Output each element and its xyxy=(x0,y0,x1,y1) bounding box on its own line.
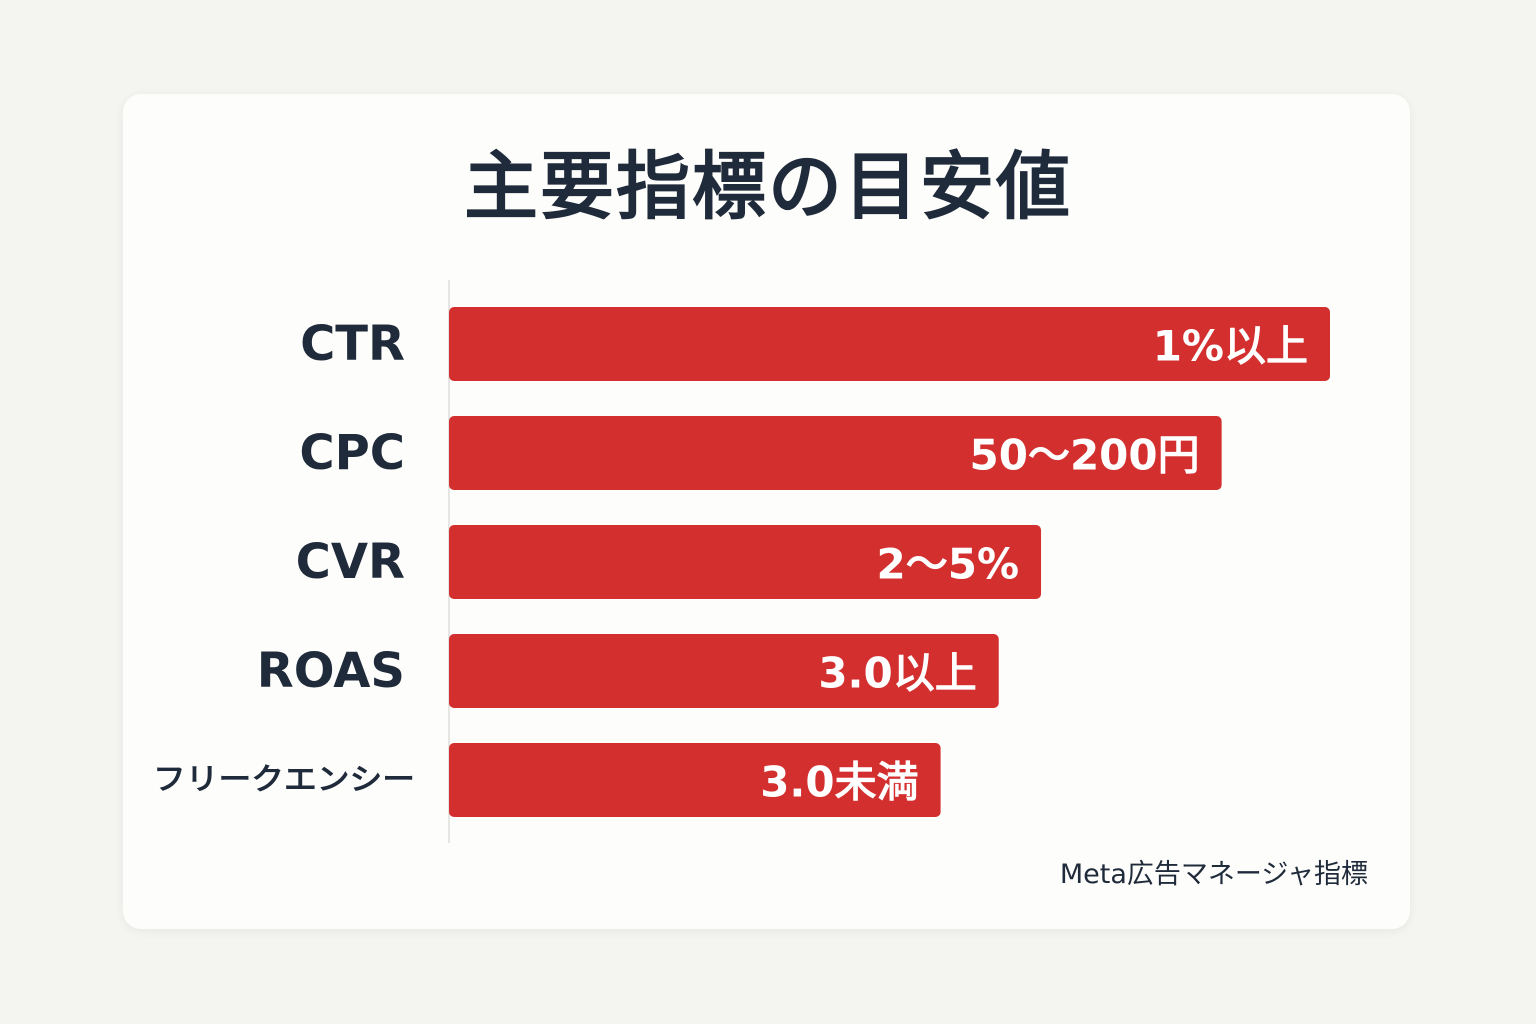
value-label-2: 2～5% xyxy=(877,540,1020,589)
bar-4 xyxy=(449,743,941,817)
category-label-3: ROAS xyxy=(257,643,405,699)
bar-1 xyxy=(449,416,1222,490)
value-label-1: 50～200円 xyxy=(970,431,1200,480)
value-label-0: 1%以上 xyxy=(1153,322,1308,371)
category-label-0: CTR xyxy=(300,316,405,372)
chart-title: 主要指標の目安値 xyxy=(464,144,1072,230)
source-note: Meta広告マネージャ指標 xyxy=(1059,859,1368,890)
bar-3 xyxy=(449,634,999,708)
bar-2 xyxy=(449,525,1042,599)
category-label-1: CPC xyxy=(299,425,405,481)
value-label-4: 3.0未満 xyxy=(760,758,918,807)
category-label-4: フリークエンシー xyxy=(153,763,415,798)
bar-0 xyxy=(449,307,1330,381)
value-label-3: 3.0以上 xyxy=(818,649,976,698)
category-label-2: CVR xyxy=(296,534,405,590)
